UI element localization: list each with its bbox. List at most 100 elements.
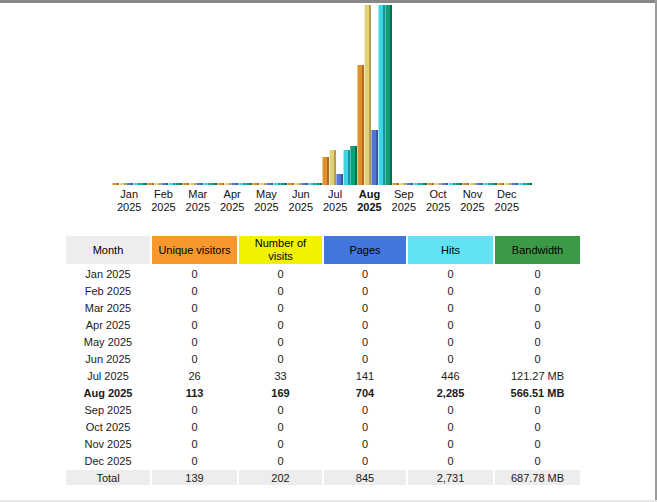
- cell-value: 113: [152, 385, 237, 400]
- cell-month: Jan 2025: [66, 266, 150, 281]
- cell-value: 0: [152, 351, 237, 366]
- cell-value: 0: [239, 334, 322, 349]
- chart-month-group: [497, 5, 532, 185]
- bar-hits: [518, 183, 525, 185]
- bar-number-of-visits: [504, 183, 511, 185]
- bar-pages: [406, 183, 413, 185]
- table-row: Mar 202500000: [66, 300, 580, 315]
- bar-pages: [196, 183, 203, 185]
- bar-unique-visitors: [147, 183, 154, 185]
- table-row: Sep 202500000: [66, 402, 580, 417]
- month-label: Jan 2025: [112, 188, 146, 214]
- bar-bandwidth: [140, 183, 147, 185]
- cell-value: 0: [408, 419, 493, 434]
- cell-value: 0: [408, 453, 493, 468]
- table-header-row: MonthUnique visitorsNumber of visitsPage…: [66, 236, 580, 264]
- bar-pages: [231, 183, 238, 185]
- cell-value: 2,731: [408, 470, 493, 485]
- cell-value: 169: [239, 385, 322, 400]
- month-label: Sep 2025: [387, 188, 421, 214]
- bar-hits: [413, 183, 420, 185]
- bar-bandwidth: [210, 183, 217, 185]
- cell-value: 566.51 MB: [495, 385, 580, 400]
- cell-value: 0: [324, 266, 406, 281]
- cell-value: 0: [152, 317, 237, 332]
- cell-value: 0: [495, 334, 580, 349]
- cell-value: 0: [152, 334, 237, 349]
- month-label: Oct 2025: [421, 188, 455, 214]
- bar-number-of-visits: [294, 183, 301, 185]
- bar-pages: [476, 183, 483, 185]
- month-label: Jun 2025: [284, 188, 318, 214]
- bar-pages: [266, 183, 273, 185]
- bar-unique-visitors: [392, 183, 399, 185]
- cell-value: 0: [239, 300, 322, 315]
- bar-unique-visitors: [462, 183, 469, 185]
- cell-value: 0: [495, 317, 580, 332]
- bar-unique-visitors: [252, 183, 259, 185]
- bar-hits: [203, 183, 210, 185]
- cell-value: 0: [239, 351, 322, 366]
- chart-month-labels: Jan 2025Feb 2025Mar 2025Apr 2025May 2025…: [112, 188, 524, 214]
- bar-unique-visitors: [182, 183, 189, 185]
- cell-value: 139: [152, 470, 237, 485]
- bar-number-of-visits: [119, 183, 126, 185]
- cell-value: 0: [495, 402, 580, 417]
- table-row: Jun 202500000: [66, 351, 580, 366]
- cell-value: 0: [324, 436, 406, 451]
- cell-value: 0: [152, 419, 237, 434]
- cell-value: 0: [152, 266, 237, 281]
- cell-value: 0: [324, 283, 406, 298]
- cell-value: 33: [239, 368, 322, 383]
- cell-value: 0: [408, 351, 493, 366]
- cell-value: 0: [239, 419, 322, 434]
- cell-value: 26: [152, 368, 237, 383]
- bar-number-of-visits: [469, 183, 476, 185]
- cell-month: Mar 2025: [66, 300, 150, 315]
- cell-value: 0: [324, 334, 406, 349]
- bar-number-of-visits: [154, 183, 161, 185]
- cell-value: 0: [495, 436, 580, 451]
- window-top-border: [0, 0, 657, 3]
- chart-month-group: [322, 5, 357, 185]
- cell-value: 0: [324, 351, 406, 366]
- bar-number-of-visits: [259, 183, 266, 185]
- col-header-bandwidth: Bandwidth: [495, 236, 580, 264]
- bar-bandwidth: [315, 183, 322, 185]
- col-header-number-of-visits: Number of visits: [239, 236, 322, 264]
- bar-bandwidth: [280, 183, 287, 185]
- cell-value: 446: [408, 368, 493, 383]
- col-header-pages: Pages: [324, 236, 406, 264]
- bar-number-of-visits: [329, 150, 336, 185]
- bar-pages: [336, 174, 343, 185]
- cell-month: May 2025: [66, 334, 150, 349]
- chart-month-group: [252, 5, 287, 185]
- month-label: May 2025: [249, 188, 283, 214]
- bar-bandwidth: [350, 146, 357, 185]
- bar-hits: [448, 183, 455, 185]
- month-label: Feb 2025: [146, 188, 180, 214]
- bar-number-of-visits: [434, 183, 441, 185]
- table-row: Aug 20251131697042,285566.51 MB: [66, 385, 580, 400]
- cell-value: 0: [408, 300, 493, 315]
- bar-unique-visitors: [287, 183, 294, 185]
- cell-value: 0: [408, 334, 493, 349]
- bar-number-of-visits: [399, 183, 406, 185]
- bar-hits: [483, 183, 490, 185]
- cell-value: 0: [495, 419, 580, 434]
- table-row: Dec 202500000: [66, 453, 580, 468]
- bar-unique-visitors: [217, 183, 224, 185]
- cell-value: 0: [495, 266, 580, 281]
- bar-pages: [441, 183, 448, 185]
- bar-bandwidth: [490, 183, 497, 185]
- bar-hits: [308, 183, 315, 185]
- bar-pages: [161, 183, 168, 185]
- cell-value: 0: [495, 283, 580, 298]
- chart-month-group: [287, 5, 322, 185]
- bar-number-of-visits: [189, 183, 196, 185]
- table-row: Oct 202500000: [66, 419, 580, 434]
- cell-value: 0: [152, 283, 237, 298]
- cell-value: 0: [152, 436, 237, 451]
- month-label: Mar 2025: [181, 188, 215, 214]
- bar-unique-visitors: [112, 183, 119, 185]
